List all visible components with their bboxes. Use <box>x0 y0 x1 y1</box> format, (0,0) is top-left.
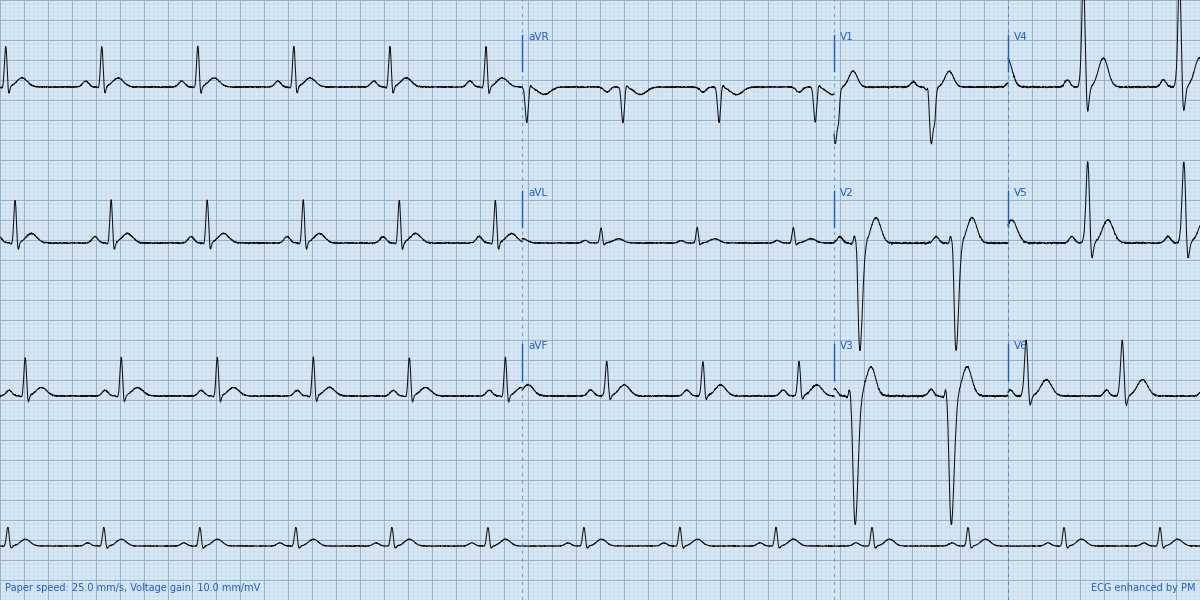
Text: V3: V3 <box>840 341 853 350</box>
Text: V4: V4 <box>1014 32 1027 41</box>
Text: aVR: aVR <box>528 32 548 41</box>
Text: ECG enhanced by PM: ECG enhanced by PM <box>1091 583 1195 593</box>
Text: V5: V5 <box>1014 188 1027 197</box>
Text: V2: V2 <box>840 188 853 197</box>
Text: Paper speed: 25.0 mm/s, Voltage gain: 10.0 mm/mV: Paper speed: 25.0 mm/s, Voltage gain: 10… <box>5 583 260 593</box>
Text: V1: V1 <box>840 32 853 41</box>
Text: aVF: aVF <box>528 341 547 350</box>
Text: V6: V6 <box>1014 341 1027 350</box>
Text: aVL: aVL <box>528 188 547 197</box>
